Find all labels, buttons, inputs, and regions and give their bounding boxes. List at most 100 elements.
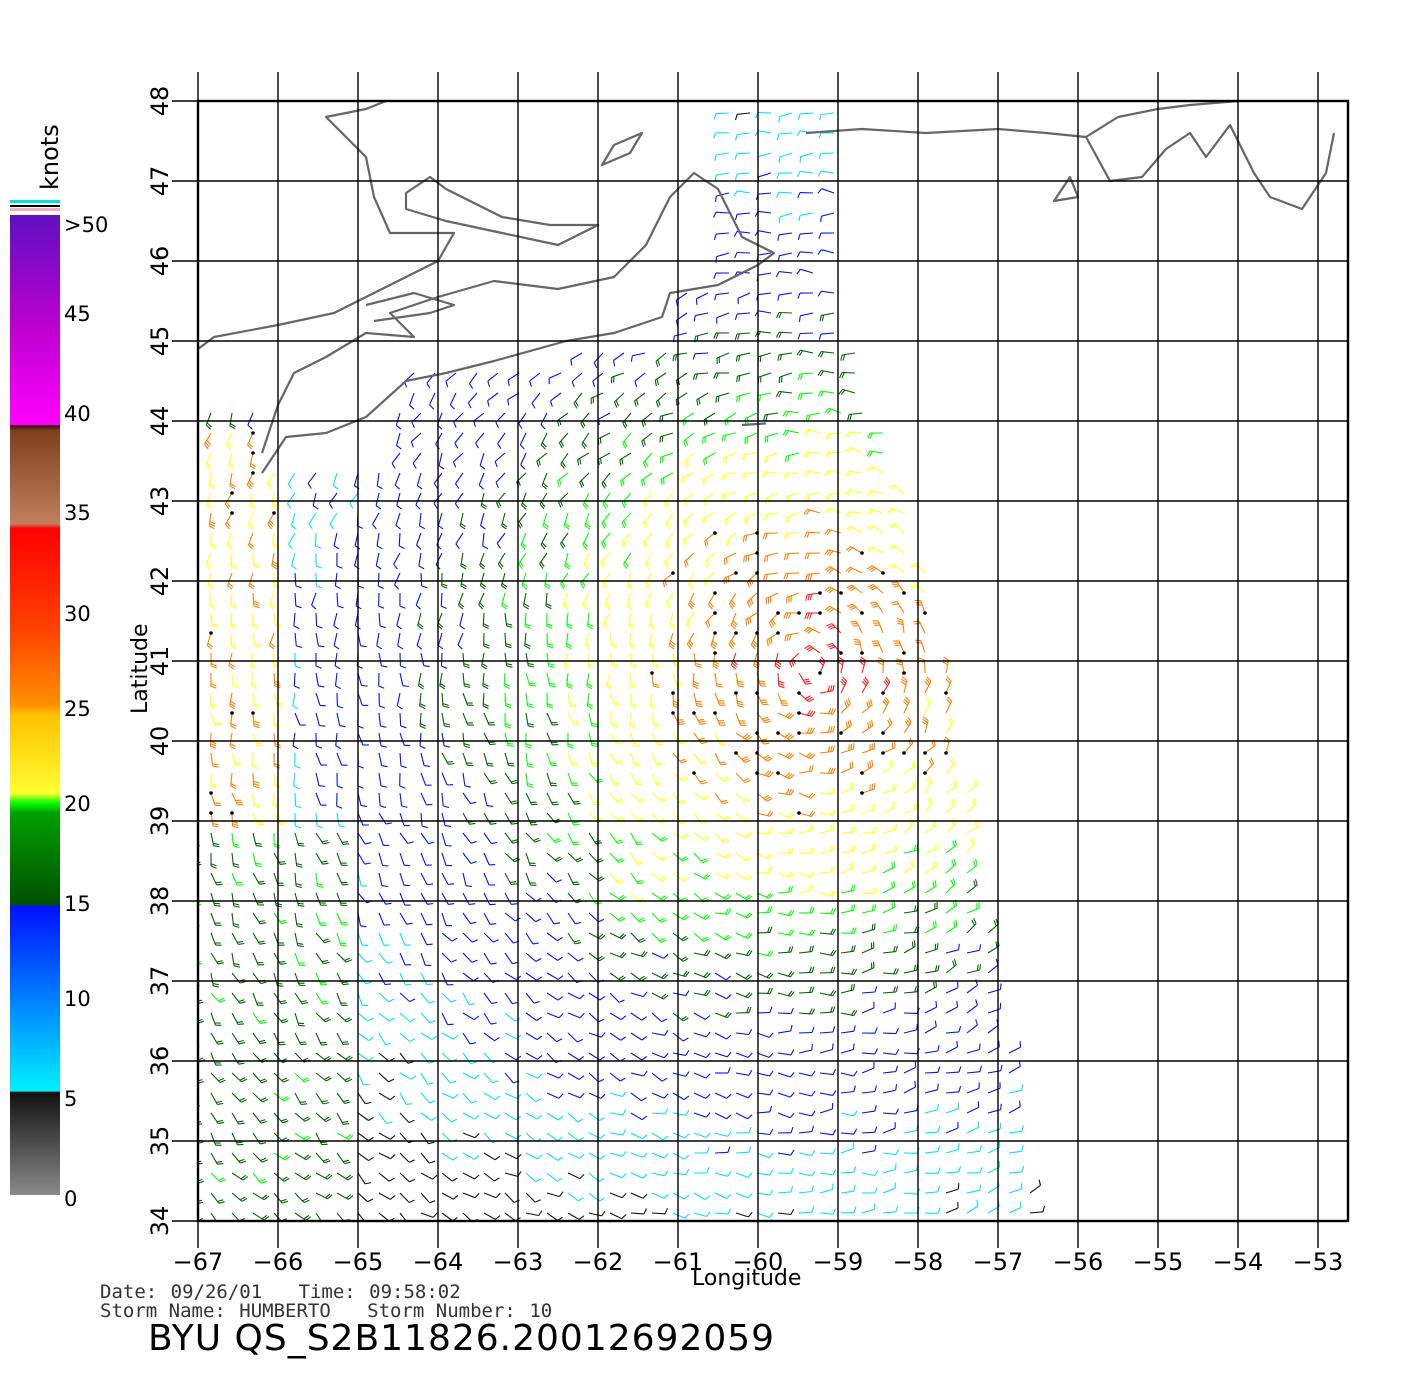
wind-barb	[867, 583, 884, 594]
wind-barb	[357, 1032, 374, 1042]
wind-barb	[783, 472, 800, 480]
wind-barb	[693, 1211, 711, 1218]
wind-barb	[462, 872, 472, 888]
wind-barb	[665, 592, 674, 610]
wind-barb	[734, 212, 751, 221]
wind-barb	[966, 779, 978, 794]
wind-barb	[687, 572, 695, 590]
wind-barb	[459, 612, 466, 630]
wind-barb	[204, 432, 212, 450]
wind-barb	[817, 390, 835, 397]
wind-barb	[336, 972, 349, 986]
wind-barb	[399, 912, 413, 925]
rain-flag-dot	[797, 811, 801, 815]
wind-barb	[567, 912, 582, 925]
wind-barb	[588, 712, 598, 728]
wind-barb	[630, 1208, 647, 1215]
wind-barb	[924, 1103, 939, 1114]
wind-barb	[294, 632, 303, 649]
wind-barb	[525, 952, 542, 962]
wind-barb	[723, 552, 737, 565]
wind-barb	[819, 788, 837, 795]
wind-barb	[861, 1027, 878, 1034]
wind-barb	[210, 912, 222, 926]
wind-barb	[710, 632, 718, 650]
wind-barb	[693, 312, 709, 322]
wind-barb	[672, 1192, 690, 1200]
wind-barb	[294, 572, 302, 589]
wind-barb	[735, 712, 747, 726]
wind-barb	[273, 752, 281, 769]
rain-flag-dot	[881, 751, 885, 755]
latitude-tick-label: 44	[146, 406, 174, 437]
wind-barb	[483, 632, 490, 649]
wind-barb	[756, 692, 769, 706]
wind-barb	[567, 772, 579, 786]
wind-barb	[672, 692, 680, 709]
wind-barb	[357, 1212, 372, 1221]
wind-barb	[778, 212, 793, 224]
wind-barb	[588, 1052, 606, 1061]
wind-barb	[861, 864, 877, 874]
wind-barb	[268, 632, 276, 650]
wind-barb	[483, 912, 497, 925]
wind-barb	[357, 1172, 372, 1185]
wind-barb	[397, 632, 404, 650]
wind-barb	[462, 1172, 480, 1180]
wind-barb	[587, 652, 594, 669]
wind-barb	[819, 1006, 836, 1014]
wind-barb	[609, 872, 625, 884]
wind-barb	[420, 572, 428, 589]
wind-barb	[441, 972, 454, 986]
wind-barb	[818, 656, 826, 674]
wind-barb	[651, 932, 667, 943]
wind-barb	[777, 1149, 795, 1156]
wind-barb	[651, 1132, 669, 1141]
wind-barb	[682, 412, 695, 426]
wind-barb	[819, 1129, 837, 1136]
wind-barb	[693, 989, 711, 997]
wind-barb	[665, 532, 674, 550]
wind-barb	[819, 1043, 834, 1054]
storm-number-label: Storm Number:	[367, 1300, 516, 1322]
wind-barb	[473, 412, 485, 427]
wind-barb	[1008, 1041, 1022, 1054]
wind-barb	[525, 852, 537, 867]
wind-barb	[756, 926, 773, 934]
wind-barb	[966, 917, 977, 934]
wind-barb	[525, 912, 542, 923]
wind-barb	[567, 872, 580, 886]
wind-barb	[630, 772, 643, 786]
wind-barb	[840, 761, 854, 774]
wind-barb	[672, 990, 690, 997]
wind-barb	[798, 312, 814, 322]
wind-barb	[924, 980, 938, 994]
wind-barb	[641, 412, 653, 427]
wind-barb	[610, 372, 625, 384]
colorbar-tick-label: 10	[64, 987, 91, 1011]
wind-barb	[462, 1052, 477, 1065]
rain-flag-dot	[860, 791, 864, 795]
wind-barb	[546, 912, 561, 925]
wind-barb	[735, 732, 753, 741]
wind-barb	[714, 152, 730, 161]
wind-barb	[420, 752, 431, 767]
wind-barb	[416, 472, 423, 490]
wind-barb	[609, 972, 626, 981]
wind-barb	[468, 372, 478, 389]
wind-barb	[435, 432, 443, 450]
wind-barb	[840, 1110, 858, 1117]
rain-flag-dot	[209, 631, 213, 635]
wind-barb	[357, 952, 373, 964]
wind-barb	[819, 809, 837, 816]
wind-barb	[252, 1032, 267, 1045]
colorbar-tick-label: 15	[64, 892, 91, 916]
wind-barb	[735, 132, 751, 141]
wind-barb	[517, 512, 527, 529]
wind-barb	[630, 932, 646, 943]
wind-barb	[672, 952, 689, 962]
wind-barb	[273, 1112, 289, 1124]
wind-barb	[293, 772, 300, 790]
wind-barb	[777, 1185, 794, 1194]
wind-barb	[315, 1212, 328, 1221]
